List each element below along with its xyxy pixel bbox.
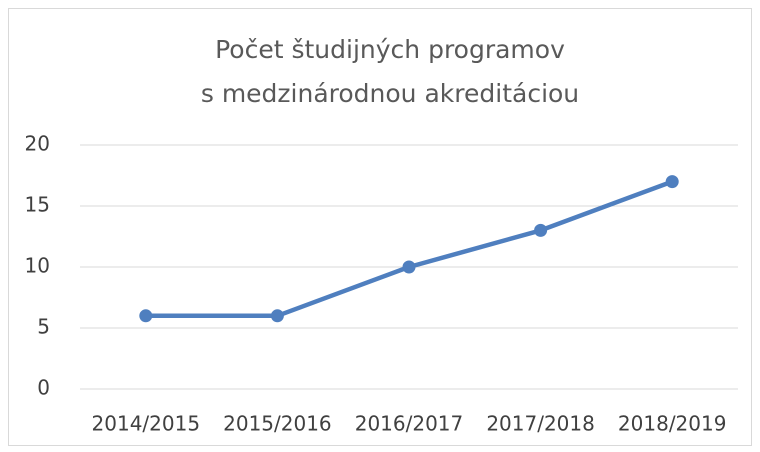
chart-border (8, 8, 752, 446)
x-tick-label: 2018/2019 (618, 412, 727, 436)
data-point (665, 175, 679, 189)
chart-title: Počet študijných programov (215, 35, 565, 64)
y-tick-label: 10 (25, 254, 50, 278)
x-tick-label: 2014/2015 (92, 412, 201, 436)
data-point (402, 260, 416, 274)
chart-title: s medzinárodnou akreditáciou (201, 79, 579, 108)
x-tick-label: 2017/2018 (486, 412, 595, 436)
data-point (139, 309, 153, 323)
y-tick-label: 20 (25, 132, 50, 156)
y-tick-label: 15 (25, 193, 50, 217)
y-tick-label: 0 (37, 376, 50, 400)
data-point (270, 309, 284, 323)
data-point (534, 223, 548, 237)
x-tick-label: 2015/2016 (223, 412, 332, 436)
y-tick-label: 5 (37, 315, 50, 339)
x-tick-label: 2016/2017 (355, 412, 464, 436)
